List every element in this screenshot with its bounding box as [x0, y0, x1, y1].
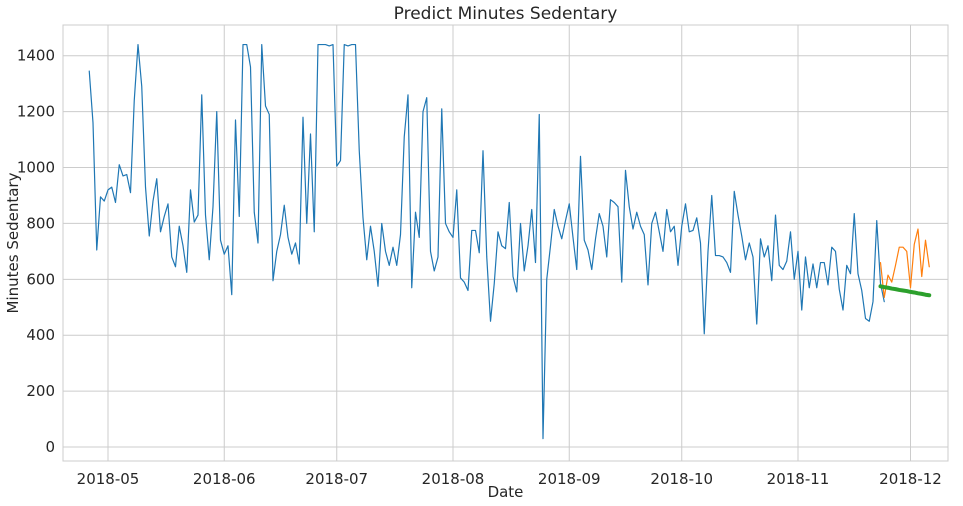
grid: [63, 25, 948, 461]
y-tick-label: 400: [26, 326, 55, 344]
series-line-3: [878, 284, 932, 298]
plot-frame: [62, 24, 949, 462]
x-tick-label: 2018-11: [767, 470, 830, 488]
x-tick-label: 2018-09: [538, 470, 601, 488]
y-tick-label: 1000: [17, 159, 55, 177]
y-ticks: 0 200 400 600 800 1000 1200 1400: [17, 47, 55, 456]
x-tick-label: 2018-06: [193, 470, 256, 488]
x-tick-label: 2018-07: [305, 470, 368, 488]
series-line-1: [88, 43, 885, 440]
y-tick-label: 1200: [17, 103, 55, 121]
y-tick-label: 600: [26, 270, 55, 288]
x-axis-label: Date: [488, 483, 524, 501]
series-line-2: [879, 228, 930, 299]
x-tick-label: 2018-12: [879, 470, 942, 488]
y-tick-label: 0: [45, 438, 55, 456]
series-lines: [88, 43, 932, 440]
y-tick-label: 1400: [17, 47, 55, 65]
x-ticks: 2018-05 2018-06 2018-07 2018-08 2018-09 2018-…: [77, 470, 942, 488]
y-tick-label: 200: [26, 382, 55, 400]
y-axis-label: Minutes Sedentary: [4, 172, 22, 313]
x-tick-label: 2018-05: [77, 470, 140, 488]
y-tick-label: 800: [26, 214, 55, 232]
x-tick-label: 2018-08: [422, 470, 485, 488]
x-tick-label: 2018-10: [650, 470, 713, 488]
chart-title: Predict Minutes Sedentary: [394, 4, 618, 24]
